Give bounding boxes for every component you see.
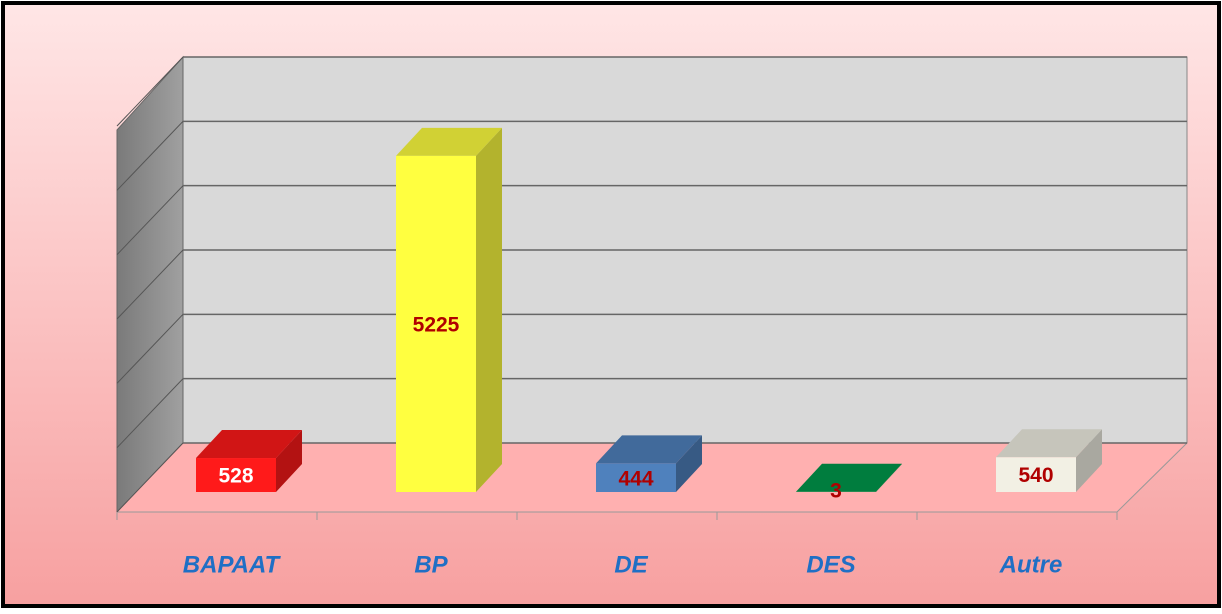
x-tick-label: DES: [806, 551, 855, 578]
x-tick-label: BP: [414, 551, 448, 578]
x-tick-label: Autre: [999, 551, 1063, 578]
value-label: 444: [618, 467, 653, 490]
value-label: 3: [830, 480, 842, 503]
value-label: 540: [1018, 464, 1053, 487]
x-tick-label: BAPAAT: [183, 551, 282, 578]
value-label: 528: [218, 465, 253, 488]
x-tick-label: DE: [614, 551, 648, 578]
bar-side: [476, 128, 502, 492]
value-label: 5225: [413, 313, 460, 336]
